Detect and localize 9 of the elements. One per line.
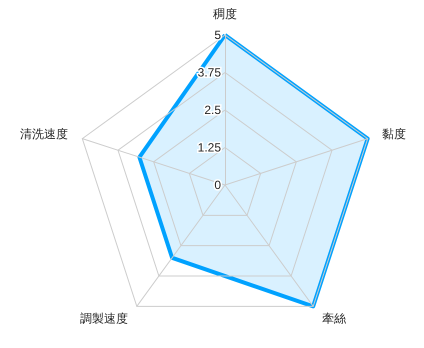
spoke-label: 調製速度: [80, 311, 128, 326]
y-tick-label: 2.5: [204, 103, 222, 117]
y-tick-label: 0: [214, 178, 222, 192]
y-tick-label: 5: [214, 28, 222, 42]
spoke-label: 稠度: [213, 7, 237, 21]
spoke-label: 黏度: [382, 127, 406, 142]
spoke-label: 牽絲: [322, 311, 346, 326]
y-tick-label: 1.25: [198, 140, 222, 154]
spoke-label: 清洗速度: [20, 127, 68, 142]
